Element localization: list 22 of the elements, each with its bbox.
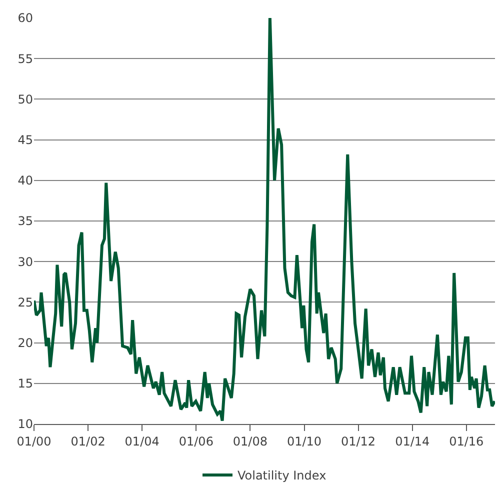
legend-label: Volatility Index bbox=[238, 468, 326, 483]
x-tick-label: 01/12 bbox=[340, 434, 376, 448]
x-tick-label: 01/06 bbox=[178, 434, 214, 448]
y-tick-label: 40 bbox=[18, 174, 33, 188]
y-tick-label: 25 bbox=[18, 295, 33, 310]
y-tick-label: 35 bbox=[18, 214, 33, 228]
y-tick-label: 50 bbox=[18, 92, 33, 106]
line-series bbox=[34, 18, 495, 422]
x-tick-label: 01/04 bbox=[124, 434, 160, 448]
x-tick-label: 01/00 bbox=[16, 434, 52, 448]
y-tick-label: 20 bbox=[18, 336, 33, 350]
y-tick-label: 60 bbox=[18, 11, 33, 26]
x-tick-label: 01/16 bbox=[449, 434, 484, 448]
y-tick-label: 55 bbox=[18, 52, 33, 66]
x-tick-label: 01/08 bbox=[232, 434, 268, 448]
y-tick-label: 45 bbox=[18, 133, 33, 147]
y-tick-label: 10 bbox=[18, 417, 33, 432]
y-tick-label: 30 bbox=[18, 254, 33, 269]
y-tick-label: 15 bbox=[18, 376, 33, 391]
x-tick-label: 01/02 bbox=[70, 434, 106, 448]
x-tick-label: 01/14 bbox=[395, 434, 430, 448]
x-tick-label: 01/10 bbox=[286, 434, 322, 448]
